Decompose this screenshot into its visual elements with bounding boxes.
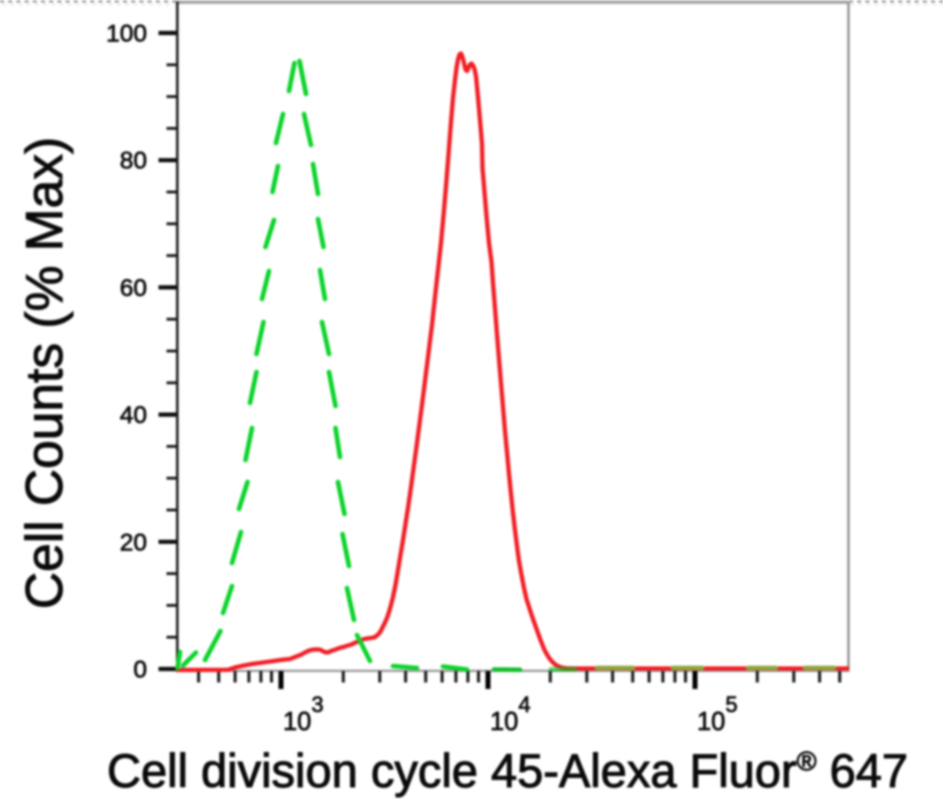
svg-text:60: 60 — [120, 275, 147, 302]
svg-text:40: 40 — [120, 402, 147, 429]
svg-text:0: 0 — [133, 657, 147, 684]
svg-text:Cell Counts (% Max): Cell Counts (% Max) — [15, 137, 73, 609]
svg-text:100: 100 — [106, 21, 147, 48]
svg-text:80: 80 — [120, 148, 147, 175]
svg-text:Cell division cycle 45-Alexa F: Cell division cycle 45-Alexa Fluor® 647 — [107, 744, 908, 797]
svg-text:20: 20 — [120, 529, 147, 556]
